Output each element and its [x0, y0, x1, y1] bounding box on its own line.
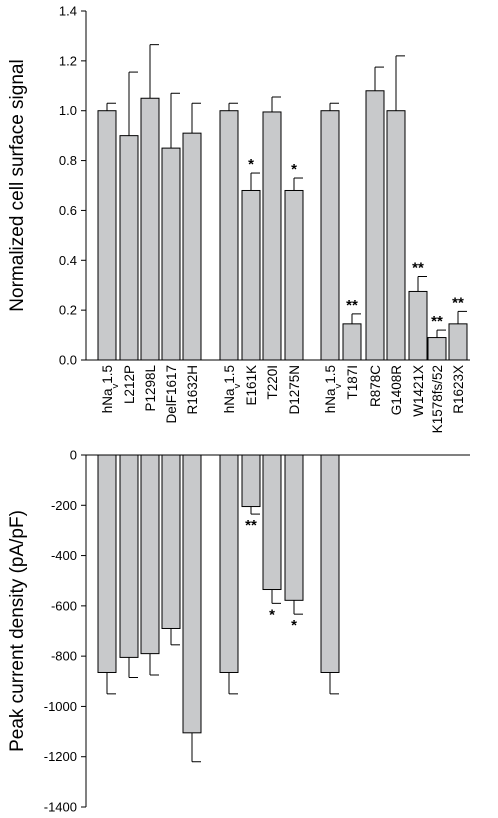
bar [140, 454, 160, 655]
significance-marker: ** [346, 297, 358, 314]
significance-marker: * [248, 156, 254, 173]
y-tick-label: 0.0 [59, 353, 77, 368]
bar [119, 454, 139, 658]
y-tick-label: -1200 [44, 749, 77, 764]
category-label: K1578fs/52 [430, 365, 445, 433]
bar [408, 290, 428, 361]
y-tick-label: -400 [51, 548, 77, 563]
bar [97, 110, 117, 361]
y-tick-label: 0 [70, 448, 77, 463]
category-label: L212P [122, 365, 137, 404]
y-tick-label: -1000 [44, 699, 77, 714]
category-label: E161K [244, 365, 259, 406]
category-label: R878C [368, 365, 383, 407]
category-label: W1421X [411, 365, 426, 417]
category-label: T187I [345, 365, 360, 400]
bar [241, 189, 261, 361]
bar [182, 454, 202, 734]
category-label: T220I [265, 365, 280, 400]
bar [219, 454, 239, 673]
y-tick-label: 0.4 [59, 253, 77, 268]
bar [161, 454, 181, 629]
bar [365, 90, 385, 361]
bar [97, 454, 117, 673]
bar [448, 323, 468, 361]
current-density-chart: 0 -200 -400 -600 -800 -1000 -1200 -1400 Peak cur… [7, 448, 470, 815]
bar [161, 147, 181, 361]
bar [262, 454, 282, 591]
bar [219, 110, 239, 361]
y-tick-label: 0.2 [59, 303, 77, 318]
category-label: R1623X [451, 365, 466, 414]
y-tick-label: -800 [51, 649, 77, 664]
bar [182, 132, 202, 361]
cell-surface-chart: 0.0 0.2 0.4 0.6 0.8 1.0 1.2 1.4 Normalized cell … [7, 4, 470, 433]
significance-marker: ** [245, 517, 257, 534]
significance-marker: ** [452, 294, 464, 311]
significance-marker: ** [412, 259, 424, 276]
significance-marker: * [269, 606, 275, 623]
bar [320, 110, 340, 361]
bar [342, 323, 362, 361]
y-tick-label: -1400 [44, 800, 77, 815]
y-tick-label: 0.8 [59, 153, 77, 168]
bar [119, 135, 139, 361]
y-tick-label: -600 [51, 598, 77, 613]
bar [427, 337, 447, 361]
bar [284, 454, 304, 601]
significance-marker: * [291, 161, 297, 178]
bar [386, 110, 406, 361]
category-label: DelF1617 [164, 365, 179, 424]
significance-marker: * [291, 617, 297, 634]
category-label: hNav1.5 [323, 365, 344, 413]
bar [284, 189, 304, 361]
category-label: P1298L [143, 365, 158, 412]
bar [262, 111, 282, 361]
y-tick-label: -200 [51, 498, 77, 513]
category-label: hNav1.5 [222, 365, 243, 413]
bar [320, 454, 340, 673]
category-label: G1408R [389, 365, 404, 416]
y-tick-label: 1.4 [59, 4, 77, 19]
significance-marker: ** [431, 313, 443, 330]
y-tick-label: 0.6 [59, 203, 77, 218]
bar [140, 97, 160, 361]
category-label: R1632H [185, 365, 200, 415]
category-label: hNav1.5 [100, 365, 121, 413]
y-axis-title: Peak current density (pA/pF) [7, 510, 28, 752]
y-tick-label: 1.2 [59, 53, 77, 68]
y-tick-label: 1.0 [59, 103, 77, 118]
category-label: D1275N [287, 365, 302, 415]
y-axis-title: Normalized cell surface signal [7, 59, 28, 311]
bar [241, 454, 261, 508]
